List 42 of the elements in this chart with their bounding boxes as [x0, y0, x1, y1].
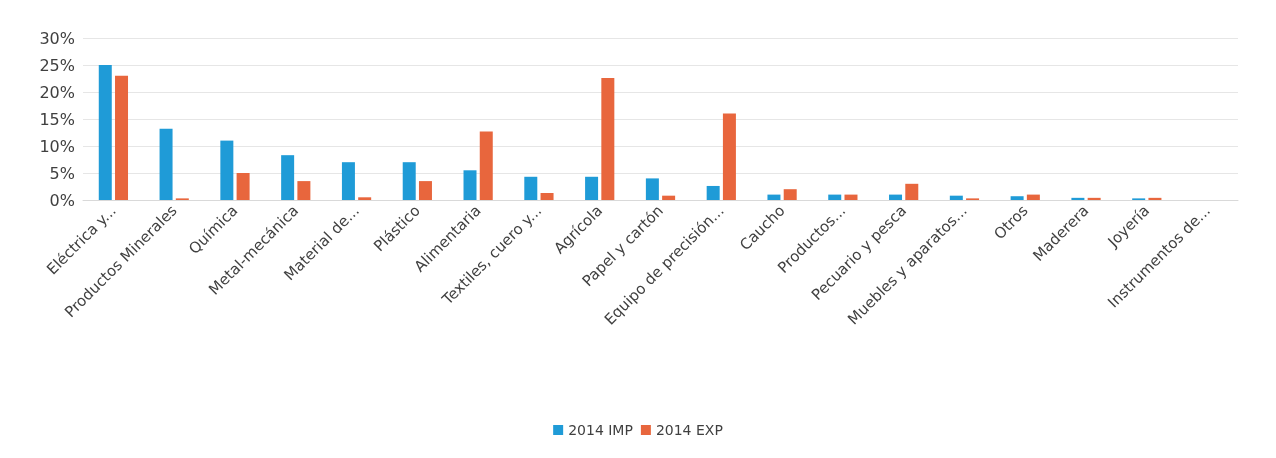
bar [585, 176, 599, 200]
y-tick-label: 15% [39, 109, 75, 129]
bar [402, 162, 416, 200]
legend-label: 2014 IMP [568, 422, 633, 438]
bar [783, 189, 797, 200]
bar [1010, 196, 1024, 200]
bar [236, 173, 250, 200]
bar [949, 195, 963, 200]
bar [1026, 194, 1040, 200]
y-tick-label: 25% [39, 55, 75, 75]
bar [115, 75, 129, 200]
bar [767, 194, 781, 200]
bar [662, 195, 676, 200]
bar [524, 176, 538, 200]
bar [905, 183, 919, 200]
bar [297, 181, 311, 200]
bar [844, 194, 858, 200]
bar [220, 140, 234, 200]
bar [98, 65, 112, 200]
bar [418, 181, 432, 200]
bar [645, 178, 659, 200]
bar [341, 162, 355, 200]
y-tick-label: 30% [39, 28, 75, 48]
bar [159, 128, 173, 200]
bar [540, 192, 554, 200]
bar [358, 197, 372, 200]
bar [889, 194, 903, 200]
bar [1148, 197, 1162, 200]
bar [706, 185, 720, 200]
y-tick-label: 0% [49, 190, 75, 210]
bar [1071, 197, 1085, 200]
bar [1087, 197, 1101, 200]
y-tick-label: 5% [49, 163, 75, 183]
legend-label: 2014 EXP [655, 422, 723, 438]
y-tick-label: 20% [39, 82, 75, 102]
y-tick-label: 10% [39, 136, 75, 156]
bar [828, 194, 842, 200]
bar [281, 155, 295, 200]
bar [479, 131, 493, 200]
bar [722, 113, 736, 200]
bar [601, 77, 615, 200]
bar [463, 170, 477, 200]
